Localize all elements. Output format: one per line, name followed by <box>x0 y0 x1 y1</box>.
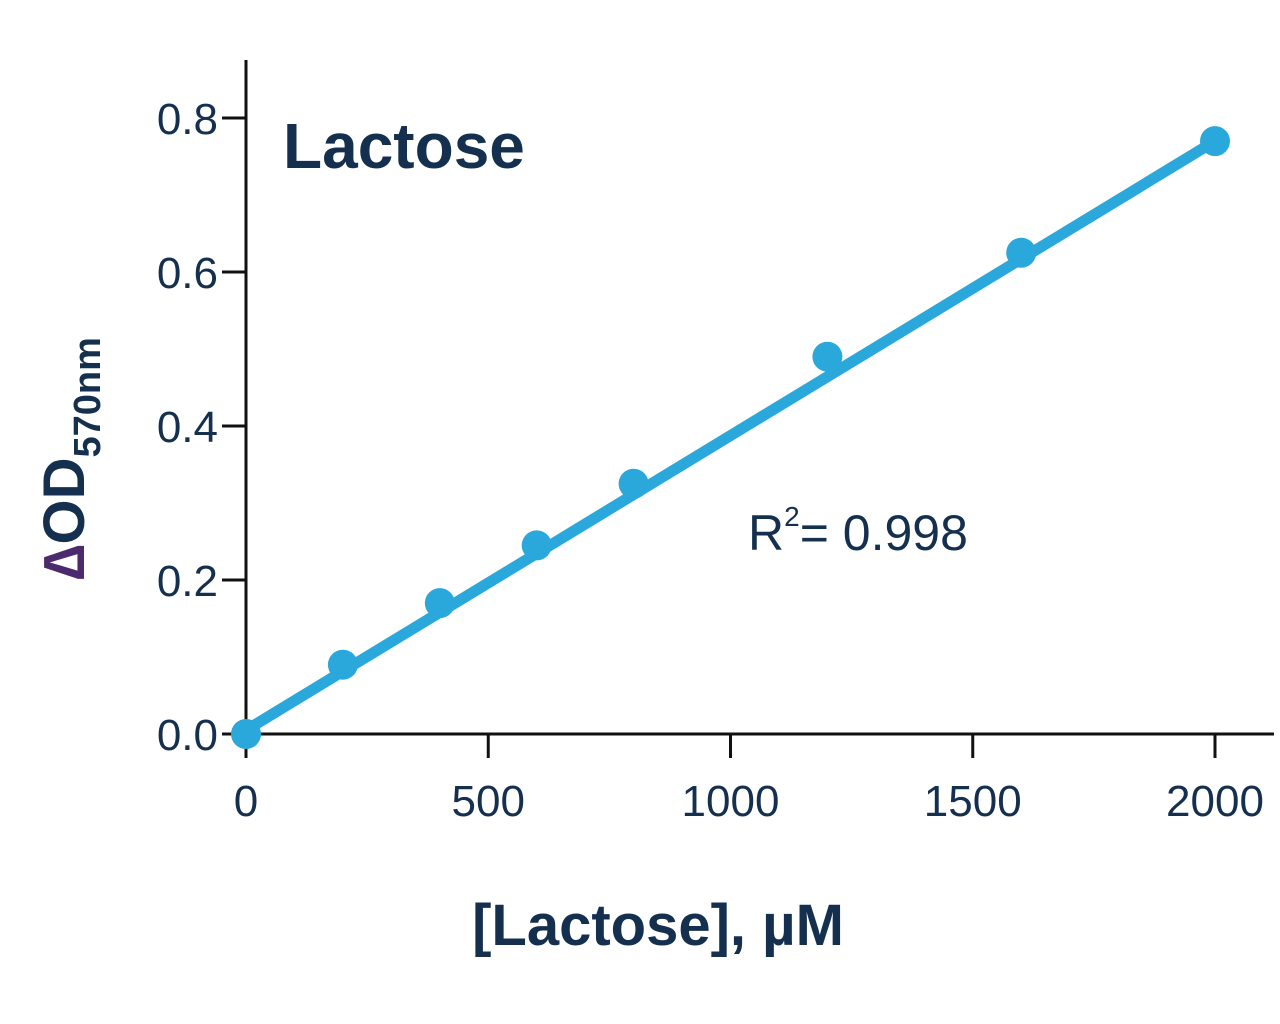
axes <box>244 60 1274 736</box>
y-axis-main: OD <box>32 458 97 545</box>
ticks: 0.0 0.2 0.4 0.6 0.8 0 500 1000 1500 2000 <box>157 95 1264 826</box>
fit-line <box>240 135 1221 736</box>
data-point <box>812 341 843 372</box>
data-point <box>1200 126 1230 157</box>
marks <box>231 126 1230 749</box>
y-tick-label: 0.4 <box>157 403 218 452</box>
y-tick-label: 0.0 <box>157 711 218 760</box>
data-point <box>618 468 649 499</box>
y-tick-label: 0.6 <box>157 249 218 298</box>
r-squared-letter: R <box>748 505 784 561</box>
x-tick-label: 1500 <box>924 777 1022 826</box>
y-axis-delta: ∆ <box>32 545 97 581</box>
x-tick-label: 1000 <box>682 777 780 826</box>
r-squared-annotation: R2= 0.998 <box>748 501 968 561</box>
y-tick-label: 0.8 <box>157 95 218 144</box>
x-tick-label: 0 <box>234 777 258 826</box>
data-point <box>424 588 455 619</box>
data-point <box>231 719 261 749</box>
y-axis-label: ∆OD570nm <box>32 337 109 580</box>
r-squared-value: = 0.998 <box>800 505 968 561</box>
x-tick-label: 2000 <box>1166 777 1264 826</box>
data-point <box>1006 237 1037 268</box>
x-tick-label: 500 <box>452 777 525 826</box>
data-point <box>521 530 552 561</box>
y-tick-label: 0.2 <box>157 557 218 606</box>
data-point <box>327 649 358 680</box>
r-squared-superscript: 2 <box>784 501 800 532</box>
y-axis-subscript: 570nm <box>67 337 109 457</box>
chart-title: Lactose <box>283 110 525 182</box>
x-axis-label: [Lactose], µM <box>472 893 844 958</box>
